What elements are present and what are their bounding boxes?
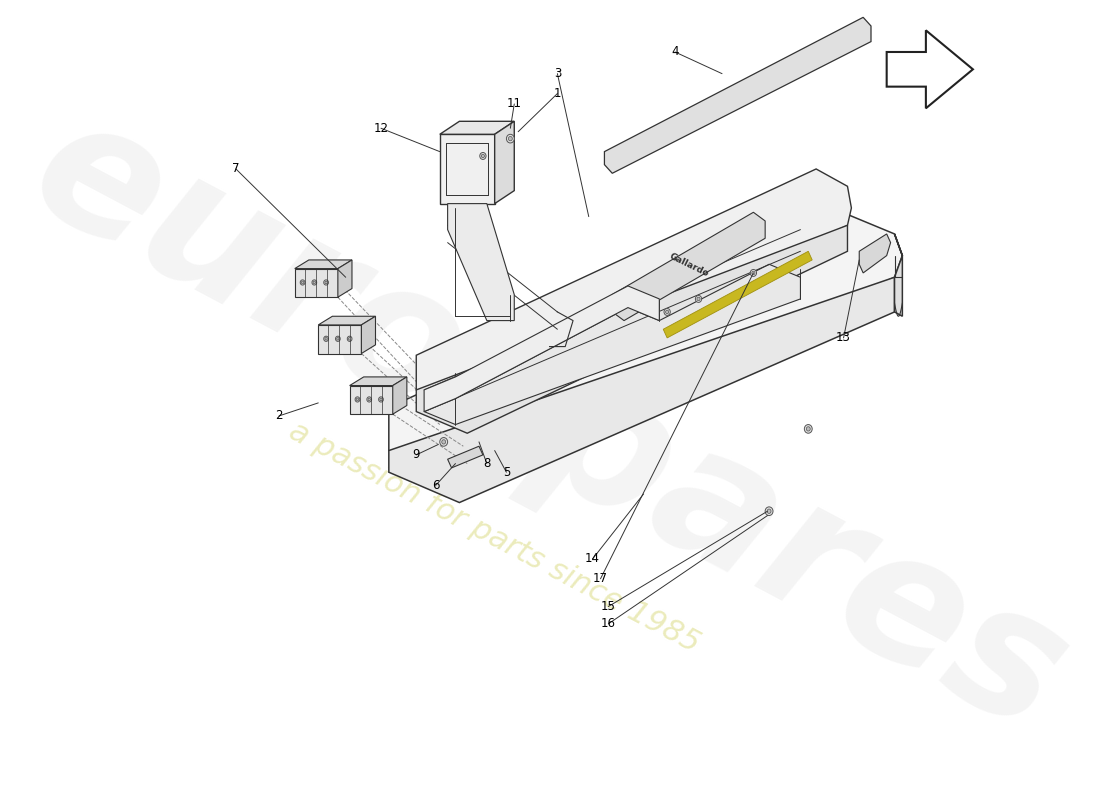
- Circle shape: [666, 310, 669, 314]
- Text: 7: 7: [232, 162, 240, 175]
- Circle shape: [336, 336, 340, 342]
- Text: 8: 8: [483, 457, 491, 470]
- Text: 1: 1: [553, 87, 561, 100]
- Circle shape: [355, 397, 360, 402]
- Polygon shape: [338, 260, 352, 297]
- Circle shape: [766, 507, 773, 515]
- Polygon shape: [318, 325, 362, 354]
- Text: 3: 3: [553, 67, 561, 80]
- Text: 11: 11: [507, 98, 521, 110]
- Polygon shape: [604, 18, 871, 174]
- Polygon shape: [416, 169, 851, 407]
- Text: 14: 14: [585, 552, 601, 566]
- Circle shape: [356, 398, 359, 401]
- Polygon shape: [388, 278, 894, 502]
- Circle shape: [480, 153, 486, 159]
- Circle shape: [482, 154, 484, 158]
- Circle shape: [751, 271, 755, 274]
- Circle shape: [324, 281, 328, 284]
- Polygon shape: [425, 286, 659, 411]
- Polygon shape: [448, 446, 483, 468]
- Circle shape: [440, 438, 448, 446]
- Circle shape: [442, 440, 446, 444]
- Polygon shape: [613, 212, 766, 321]
- Polygon shape: [887, 30, 972, 108]
- Circle shape: [368, 398, 371, 401]
- Circle shape: [300, 280, 305, 285]
- Polygon shape: [350, 386, 393, 414]
- Polygon shape: [894, 234, 902, 316]
- Circle shape: [379, 398, 382, 401]
- Circle shape: [314, 281, 316, 284]
- Text: eurospares: eurospares: [4, 79, 1094, 770]
- Text: 2: 2: [275, 410, 283, 422]
- Text: 12: 12: [374, 122, 388, 134]
- Circle shape: [312, 280, 317, 285]
- Circle shape: [324, 338, 328, 340]
- Circle shape: [750, 270, 757, 277]
- Circle shape: [804, 425, 812, 434]
- Polygon shape: [318, 316, 375, 325]
- Polygon shape: [350, 377, 407, 386]
- Circle shape: [697, 297, 700, 301]
- Text: 4: 4: [671, 46, 679, 58]
- Circle shape: [664, 309, 670, 315]
- Text: 13: 13: [836, 331, 851, 345]
- Polygon shape: [859, 234, 891, 273]
- Text: 5: 5: [503, 466, 510, 478]
- Circle shape: [806, 426, 811, 431]
- Polygon shape: [440, 134, 495, 204]
- Polygon shape: [425, 264, 801, 425]
- Polygon shape: [393, 377, 407, 414]
- Text: 17: 17: [593, 572, 608, 586]
- Circle shape: [323, 280, 329, 285]
- Text: a passion for parts since 1985: a passion for parts since 1985: [284, 416, 705, 658]
- Polygon shape: [663, 251, 812, 338]
- Text: 16: 16: [601, 618, 616, 630]
- Polygon shape: [362, 316, 375, 354]
- Circle shape: [367, 397, 372, 402]
- Circle shape: [508, 137, 513, 141]
- Text: 6: 6: [432, 478, 440, 492]
- Text: 15: 15: [601, 600, 616, 613]
- Polygon shape: [416, 226, 847, 434]
- Polygon shape: [440, 122, 515, 134]
- Circle shape: [767, 509, 771, 514]
- Text: Gallardo: Gallardo: [668, 252, 711, 278]
- Polygon shape: [295, 269, 338, 297]
- Polygon shape: [388, 208, 902, 468]
- Polygon shape: [295, 260, 352, 269]
- Polygon shape: [448, 204, 515, 321]
- Circle shape: [348, 336, 352, 342]
- Circle shape: [301, 281, 304, 284]
- Polygon shape: [495, 122, 515, 204]
- Circle shape: [349, 338, 351, 340]
- Circle shape: [337, 338, 339, 340]
- Text: 9: 9: [412, 448, 420, 462]
- Circle shape: [506, 134, 515, 143]
- Circle shape: [323, 336, 329, 342]
- Circle shape: [695, 295, 702, 302]
- Circle shape: [378, 397, 383, 402]
